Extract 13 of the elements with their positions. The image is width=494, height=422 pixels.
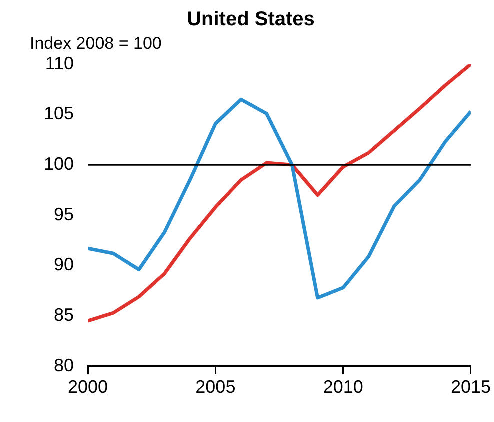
y-tick-label: 100 bbox=[44, 154, 74, 174]
x-tick-label: 2005 bbox=[196, 377, 236, 398]
y-tick-label: 110 bbox=[45, 53, 74, 74]
chart-title: United States bbox=[187, 8, 315, 31]
x-tick-label: 2010 bbox=[323, 377, 364, 398]
y-tick-label: 105 bbox=[44, 104, 74, 124]
x-tick-label: 2000 bbox=[68, 377, 108, 398]
y-tick-label: 95 bbox=[54, 204, 74, 224]
y-tick-label: 85 bbox=[54, 305, 74, 326]
y-tick-label: 90 bbox=[54, 254, 74, 275]
y-tick-label: 80 bbox=[54, 355, 74, 376]
y-axis-title: Index 2008 = 100 bbox=[30, 34, 162, 53]
x-tick-label: 2015 bbox=[450, 377, 491, 398]
